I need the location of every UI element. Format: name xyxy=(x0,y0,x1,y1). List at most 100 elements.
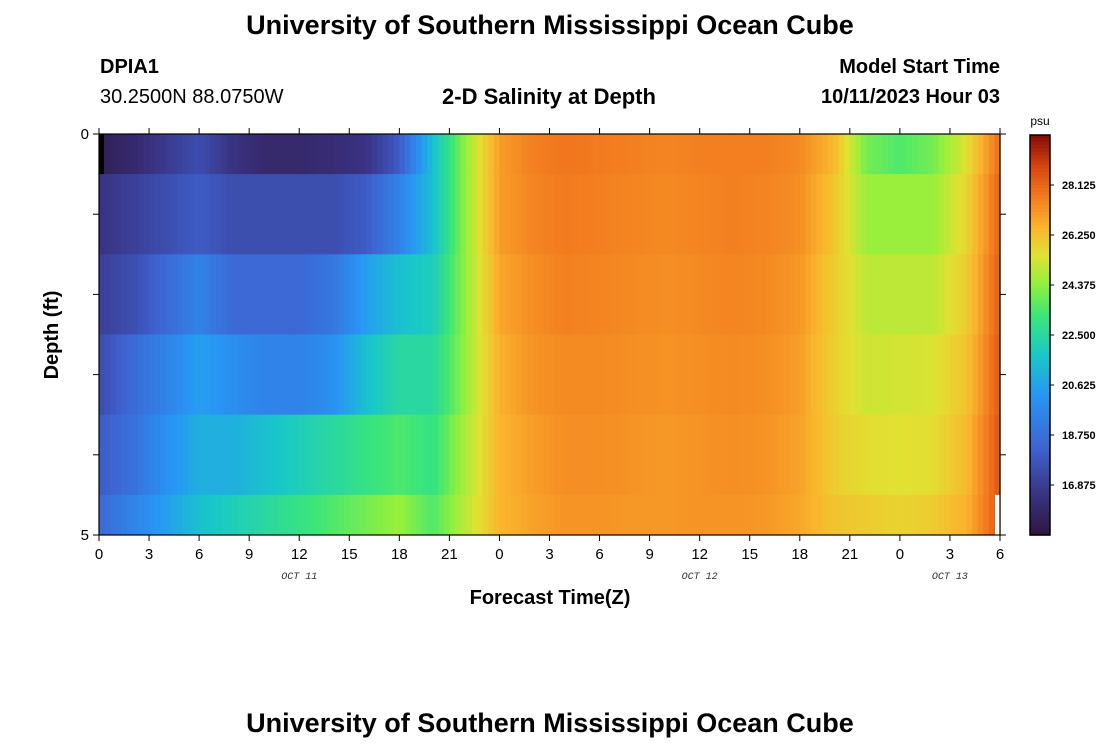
heatmap-cell xyxy=(955,254,962,335)
heatmap-cell xyxy=(527,334,534,416)
heatmap-cell xyxy=(304,414,311,496)
colorbar-swatch xyxy=(1030,268,1050,273)
heatmap-cell xyxy=(243,334,250,416)
heatmap-cell xyxy=(215,134,222,175)
x-tick-label: 9 xyxy=(245,546,253,563)
heatmap-cell xyxy=(310,134,317,175)
x-tick-label: 3 xyxy=(545,546,553,563)
heatmap-cell xyxy=(905,334,912,416)
heatmap-cell xyxy=(644,174,651,255)
heatmap-cell xyxy=(916,414,923,496)
heatmap-cell xyxy=(432,174,439,255)
heatmap-cell xyxy=(655,414,662,496)
heatmap-cell xyxy=(705,414,712,496)
heatmap-cell xyxy=(582,134,590,175)
colorbar-swatch xyxy=(1030,198,1050,203)
heatmap-cell xyxy=(410,254,417,335)
heatmap-cell xyxy=(894,254,901,335)
heatmap-cell xyxy=(126,134,133,175)
heatmap-cell xyxy=(132,494,139,536)
heatmap-cell xyxy=(888,494,895,536)
heatmap-cell xyxy=(699,254,706,335)
heatmap-cell xyxy=(905,134,912,175)
x-tick-label: 0 xyxy=(896,546,904,563)
heatmap-cell xyxy=(304,254,311,335)
heatmap-cell xyxy=(577,334,584,416)
heatmap-axes: 0 3 6 9 12 15 18 21 0 3 6 9 12 15 18 21 0 3 6 OCT 11 OCT 12 O… xyxy=(81,126,1006,583)
heatmap-cell xyxy=(983,134,990,175)
heatmap-cell xyxy=(788,174,795,255)
heatmap-cell xyxy=(321,254,328,335)
heatmap-cell xyxy=(516,254,523,335)
colorbar-swatch xyxy=(1030,345,1050,349)
heatmap-cell xyxy=(299,174,306,255)
heatmap-cell xyxy=(210,494,217,536)
heatmap-cell xyxy=(733,334,740,416)
heatmap-cell xyxy=(449,414,456,496)
heatmap-cell xyxy=(365,494,373,536)
heatmap-cell xyxy=(477,334,484,416)
heatmap-cell xyxy=(677,334,684,416)
heatmap-cell xyxy=(799,494,806,536)
heatmap-cell xyxy=(922,174,929,255)
heatmap-cell xyxy=(521,414,528,496)
heatmap-cell xyxy=(271,414,278,496)
heatmap-cell xyxy=(955,414,962,496)
heatmap-cell xyxy=(432,334,439,416)
heatmap-cell xyxy=(249,134,256,175)
heatmap-cell xyxy=(393,334,400,416)
heatmap-cell xyxy=(260,414,267,496)
heatmap-cell xyxy=(944,174,951,255)
heatmap-cell xyxy=(810,134,818,175)
heatmap-cell xyxy=(238,414,245,496)
heatmap-cell xyxy=(666,494,673,536)
heatmap-cell xyxy=(805,174,812,255)
x-tick-label: 6 xyxy=(595,546,603,563)
heatmap-cell xyxy=(265,414,273,496)
heatmap-cell xyxy=(466,494,473,536)
heatmap-cell xyxy=(710,494,717,536)
heatmap-cell xyxy=(816,174,823,255)
colorbar-swatch xyxy=(1030,271,1050,276)
heatmap-cell xyxy=(543,494,551,536)
heatmap-cell xyxy=(271,334,278,416)
heatmap-cell xyxy=(827,334,834,416)
heatmap-cell xyxy=(555,334,562,416)
heatmap-cell xyxy=(543,334,551,416)
heatmap-cell xyxy=(944,494,951,536)
heatmap-cell xyxy=(988,174,996,255)
heatmap-cell xyxy=(577,174,584,255)
heatmap-cell xyxy=(160,494,167,536)
heatmap-cell xyxy=(210,174,217,255)
heatmap-cell xyxy=(716,254,723,335)
colorbar-swatch xyxy=(1030,338,1050,343)
y-tick-label: 0 xyxy=(81,126,89,143)
heatmap-cell xyxy=(454,254,462,335)
x-tick-label: 12 xyxy=(291,546,308,563)
heatmap-cell xyxy=(460,494,467,536)
heatmap-cell xyxy=(593,254,601,335)
colorbar-label: 22.500 xyxy=(1062,330,1096,342)
heatmap-cell xyxy=(699,174,706,255)
heatmap-cell xyxy=(160,414,167,496)
heatmap-cell xyxy=(655,494,662,536)
heatmap-cell xyxy=(716,134,723,175)
colorbar-swatch xyxy=(1030,531,1050,536)
heatmap-cell xyxy=(137,254,145,335)
heatmap-cell xyxy=(883,174,890,255)
heatmap-cell xyxy=(872,334,879,416)
heatmap-cell xyxy=(582,174,590,255)
heatmap-cell xyxy=(922,334,929,416)
heatmap-cell xyxy=(532,494,539,536)
heatmap-cell xyxy=(132,254,139,335)
heatmap-cell xyxy=(755,134,762,175)
x-tick-label: 6 xyxy=(195,546,203,563)
heatmap-cell xyxy=(972,174,979,255)
heatmap-cell xyxy=(421,334,428,416)
heatmap-cell xyxy=(794,254,801,335)
heatmap-cell xyxy=(627,134,634,175)
heatmap-cell xyxy=(516,134,523,175)
heatmap-cell xyxy=(493,494,501,536)
heatmap-cell xyxy=(838,414,845,496)
